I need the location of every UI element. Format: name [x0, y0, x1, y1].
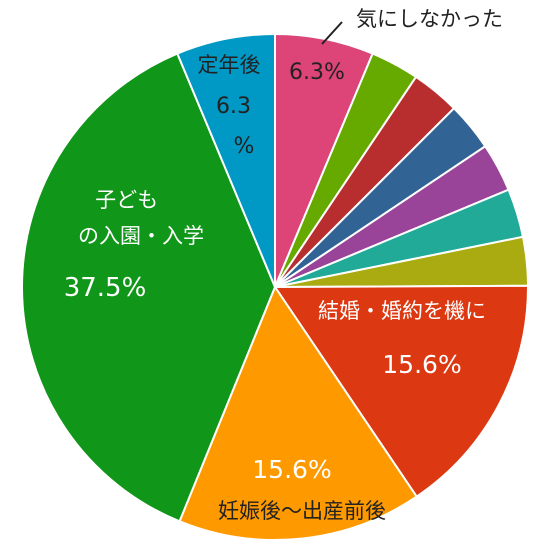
slice-label-kinishinakatta: 気にしなかった [356, 7, 503, 31]
slice-label-kodomo: 子ども の入園・入学 [78, 188, 204, 248]
slice-label-ninshin: 妊娠後～出産前後 [218, 499, 386, 523]
pie-slice-7 [273, 284, 529, 499]
slice-value-kekkon: 15.6% [382, 350, 461, 379]
pie-slices [21, 32, 530, 541]
slice-label-teinengo: 定年後 [198, 53, 261, 77]
pie-slice-10 [176, 32, 276, 288]
slice-value-ninshin: 15.6% [252, 455, 331, 484]
slice-value-kinishinakatta: 6.3% [289, 60, 345, 85]
slice-value-teinengo: 6.3 % [216, 94, 258, 159]
slice-label-kekkon: 結婚・婚約を機に [318, 299, 486, 323]
callout-line-kinishinakatta [321, 21, 343, 45]
pie-slice-9 [21, 52, 277, 523]
pie-slice-8 [178, 284, 419, 541]
slice-value-kodomo: 37.5% [64, 273, 147, 303]
